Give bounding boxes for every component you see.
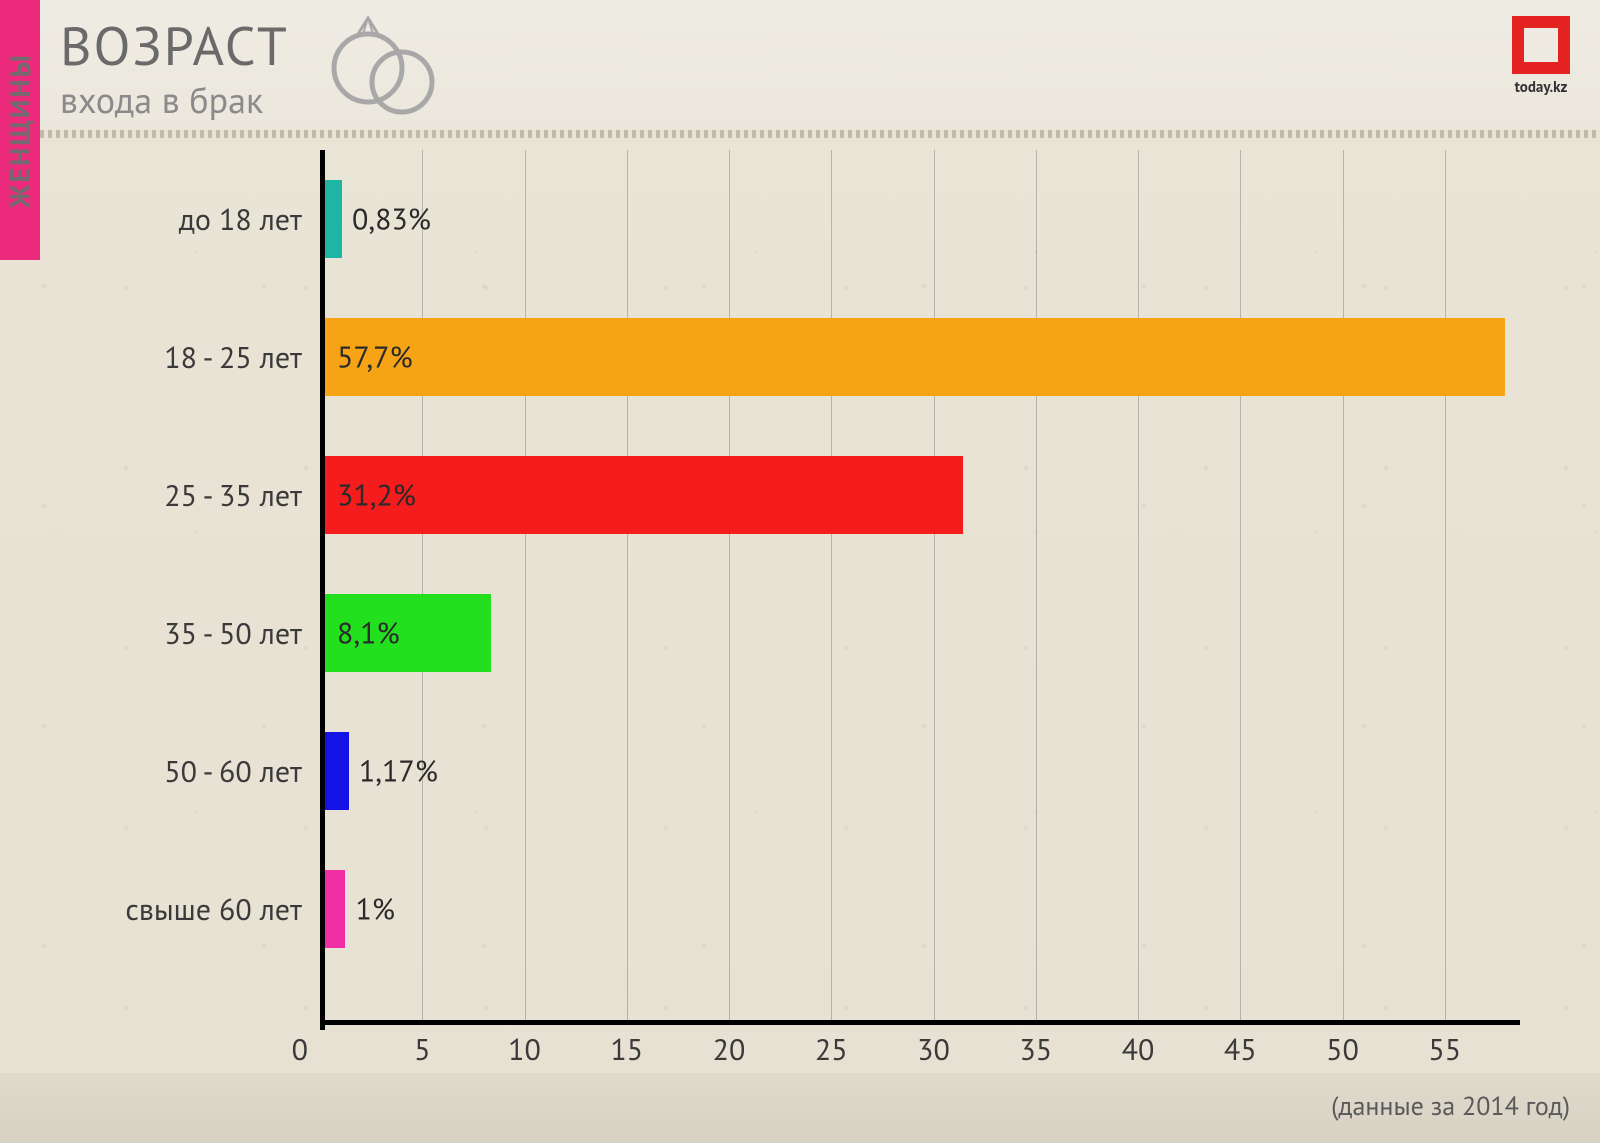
bar bbox=[325, 180, 342, 258]
seam-stitch bbox=[0, 130, 1600, 138]
chart-area: 5101520253035404550550до 18 лет0,83%18 -… bbox=[60, 150, 1540, 1053]
bar-category-label: 50 - 60 лет bbox=[70, 752, 320, 791]
x-tick-label: 10 bbox=[508, 1030, 541, 1069]
x-tick-label: 55 bbox=[1428, 1030, 1461, 1069]
bar-row: свыше 60 лет1% bbox=[320, 870, 1500, 948]
x-tick-label: 45 bbox=[1224, 1030, 1257, 1069]
bar-category-label: свыше 60 лет bbox=[70, 890, 320, 929]
bar-value-label: 8,1% bbox=[337, 614, 400, 653]
x-tick-label: 50 bbox=[1326, 1030, 1359, 1069]
x-tick-label: 40 bbox=[1122, 1030, 1155, 1069]
x-tick-label: 25 bbox=[815, 1030, 848, 1069]
bar-category-label: 25 - 35 лет bbox=[70, 476, 320, 515]
bar: 57,7% bbox=[325, 318, 1505, 396]
side-tab-women: ЖЕНЩИНЫ bbox=[0, 0, 40, 260]
bar-row: 18 - 25 лет57,7% bbox=[320, 318, 1500, 396]
bar bbox=[325, 870, 345, 948]
bar-category-label: до 18 лет bbox=[70, 200, 320, 239]
x-tick-label: 5 bbox=[414, 1030, 430, 1069]
bar-category-label: 35 - 50 лет bbox=[70, 614, 320, 653]
bar: 31,2% bbox=[325, 456, 963, 534]
logo-square-icon bbox=[1512, 16, 1570, 74]
bar-row: 25 - 35 лет31,2% bbox=[320, 456, 1500, 534]
logo-label: today.kz bbox=[1512, 78, 1570, 97]
bar-value-label: 1% bbox=[355, 890, 395, 929]
bar-row: 35 - 50 лет8,1% bbox=[320, 594, 1500, 672]
x-tick-label: 15 bbox=[610, 1030, 643, 1069]
wedding-rings-icon bbox=[320, 12, 450, 122]
origin-label: 0 bbox=[292, 1030, 320, 1069]
bar bbox=[325, 732, 349, 810]
side-tab-label: ЖЕНЩИНЫ bbox=[2, 52, 39, 207]
x-axis bbox=[320, 1020, 1520, 1025]
logo-today-kz: today.kz bbox=[1512, 16, 1570, 97]
x-tick-label: 30 bbox=[917, 1030, 950, 1069]
bar-row: 50 - 60 лет1,17% bbox=[320, 732, 1500, 810]
bar-category-label: 18 - 25 лет bbox=[70, 338, 320, 377]
footer-note: (данные за 2014 год) bbox=[1331, 1090, 1570, 1123]
title-block: ВОЗРАСТ входа в брак bbox=[60, 18, 289, 123]
title-sub: входа в брак bbox=[60, 76, 289, 123]
bar-row: до 18 лет0,83% bbox=[320, 180, 1500, 258]
bar-value-label: 1,17% bbox=[359, 752, 438, 791]
x-tick-label: 35 bbox=[1019, 1030, 1052, 1069]
bar: 8,1% bbox=[325, 594, 491, 672]
chart-plot: 5101520253035404550550до 18 лет0,83%18 -… bbox=[60, 150, 1540, 1070]
x-tick-label: 20 bbox=[713, 1030, 746, 1069]
title-main: ВОЗРАСТ bbox=[60, 18, 289, 72]
bar-value-label: 0,83% bbox=[352, 200, 431, 239]
bar-value-label: 31,2% bbox=[337, 476, 416, 515]
bar-value-label: 57,7% bbox=[337, 338, 413, 377]
